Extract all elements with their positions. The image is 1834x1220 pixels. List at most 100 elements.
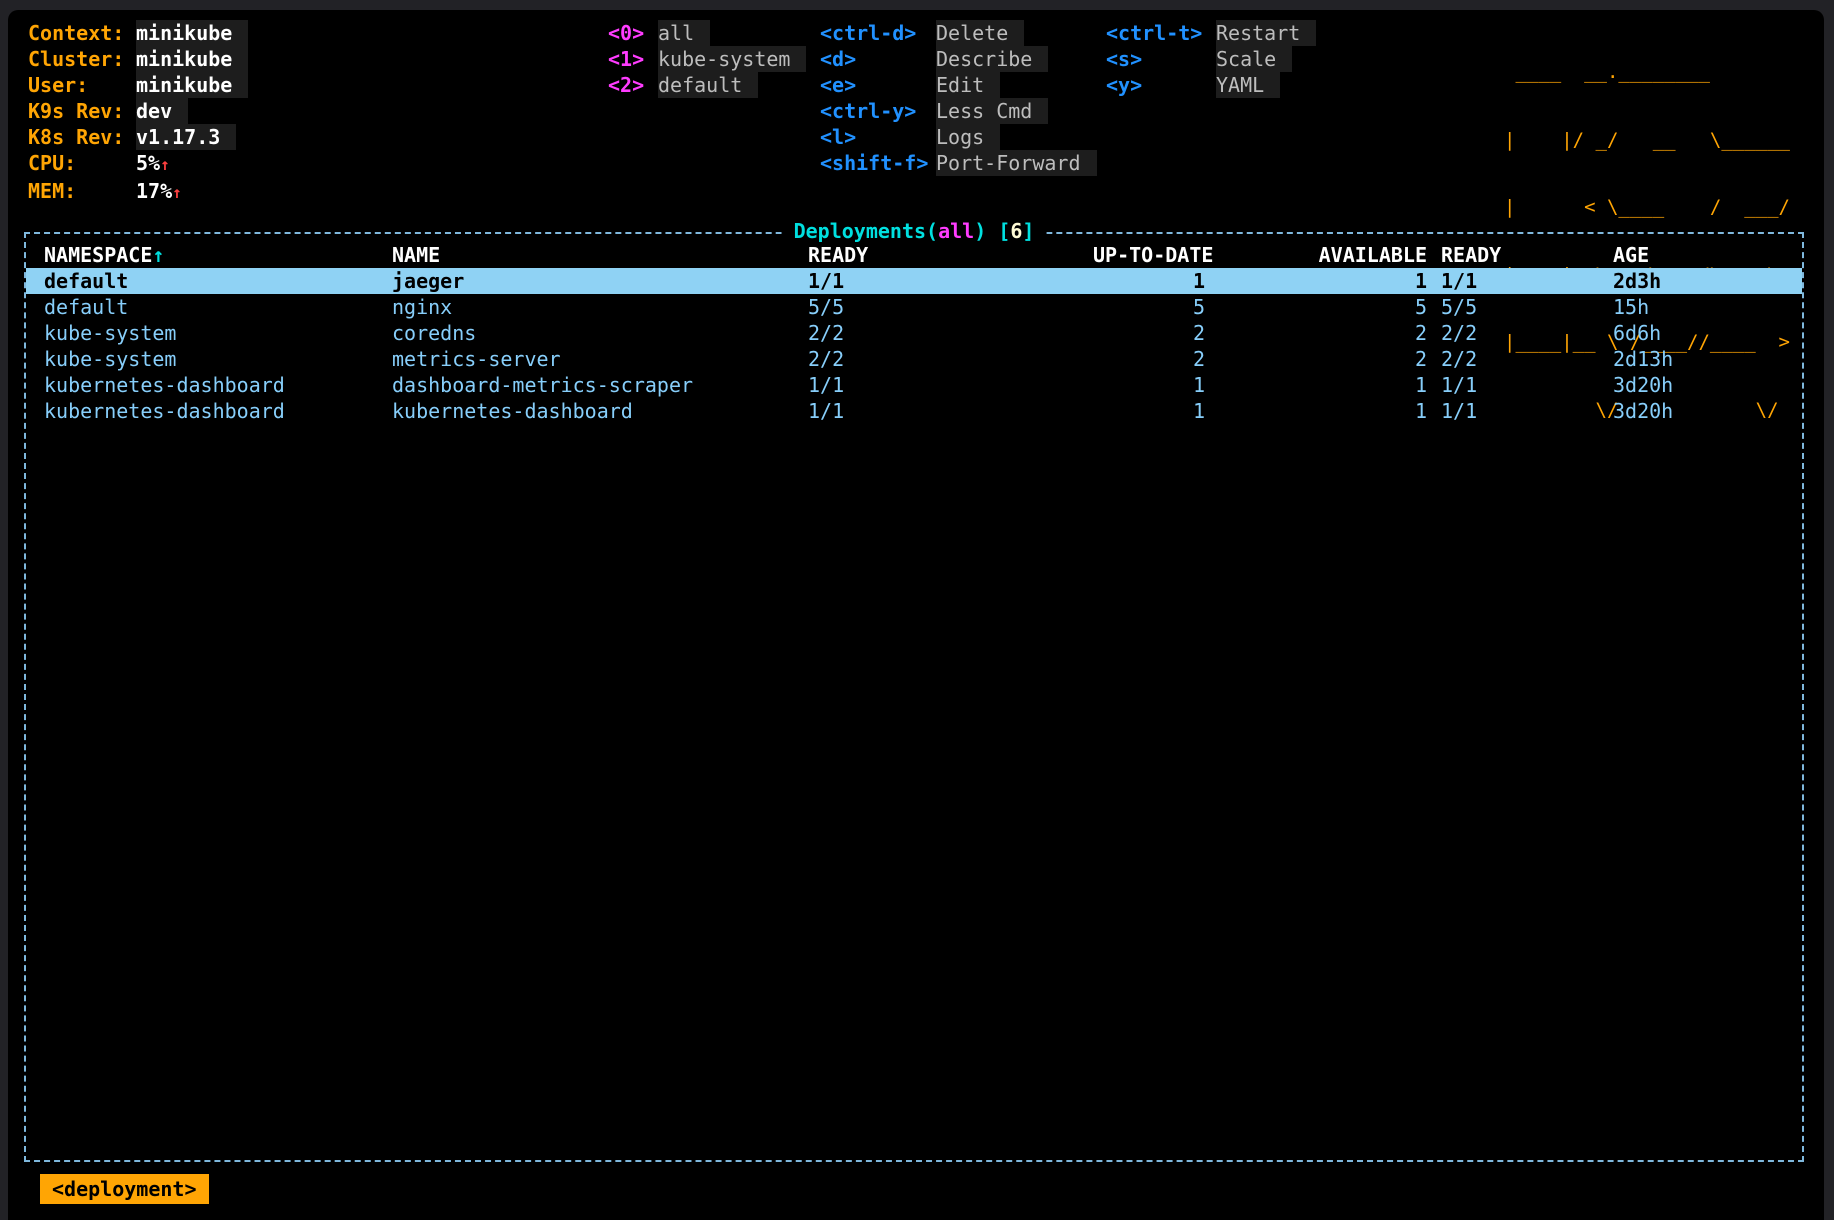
hotkey-label: Scale [1216,46,1293,72]
hotkey-restart[interactable]: <ctrl-t> Restart [1106,20,1317,46]
header-namespace[interactable]: NAMESPACE↑ [44,243,165,267]
hotkey-namespace-default[interactable]: <2> default [608,72,806,98]
panel-title-count: 6 [1010,219,1023,243]
user-value: minikube [136,72,249,98]
hotkey-less-cmd[interactable]: <ctrl-y> Less Cmd [820,98,1097,124]
hotkey-key: <ctrl-t> [1106,21,1203,45]
info-row-user: User: minikube [28,72,249,98]
cpu-value: 5% [136,151,161,175]
context-label: Context: [28,21,125,45]
user-label: User: [28,73,89,97]
hotkey-delete[interactable]: <ctrl-d> Delete [820,20,1097,46]
breadcrumb-deployment[interactable]: <deployment> [40,1174,209,1204]
hotkey-key: <2> [608,73,645,97]
cell-ready-2: 1/1 [1441,269,1478,293]
hotkey-yaml[interactable]: <y> YAML [1106,72,1316,98]
cpu-label: CPU: [28,151,77,175]
hotkey-key: <l> [820,125,857,149]
cell-available: 1 [1414,373,1427,397]
cell-up-to-date: 1 [1192,373,1205,397]
info-row-cpu: CPU: 5%↑ [28,150,248,178]
panel-title-namespace: all [938,219,975,243]
namespace-hotkeys-menu: <0> all <1> kube-system <2> default [608,20,807,98]
cell-up-to-date: 2 [1192,347,1205,371]
hotkey-label: all [658,20,711,46]
cell-available: 2 [1414,347,1427,371]
cluster-label: Cluster: [28,47,125,71]
table-row[interactable]: kubernetes-dashboard dashboard-metrics-s… [26,372,1802,398]
header-ready[interactable]: READY [808,243,869,267]
hotkey-label: Describe [936,46,1049,72]
cell-available: 1 [1414,399,1427,423]
hotkey-label: Edit [936,72,1001,98]
cell-age: 3d20h [1613,373,1674,397]
sort-ascending-icon: ↑ [152,243,165,267]
cell-up-to-date: 2 [1192,321,1205,345]
cell-available: 1 [1414,269,1427,293]
k9s-rev-label: K9s Rev: [28,99,125,123]
cell-ready-2: 2/2 [1441,321,1478,345]
cell-age: 6d6h [1613,321,1662,345]
cell-age: 15h [1613,295,1650,319]
hotkey-label: Less Cmd [936,98,1049,124]
hotkey-describe[interactable]: <d> Describe [820,46,1097,72]
cell-namespace: kubernetes-dashboard [44,373,285,397]
cell-up-to-date: 1 [1192,269,1205,293]
mem-value: 17% [136,179,173,203]
hotkey-port-forward[interactable]: <shift-f> Port-Forward [820,150,1097,176]
hotkey-namespace-kube-system[interactable]: <1> kube-system [608,46,807,72]
logo-line: | |/ _/ __ \______ [1504,128,1790,151]
hotkey-logs[interactable]: <l> Logs [820,124,1097,150]
hotkey-label: Restart [1216,20,1317,46]
k8s-rev-label: K8s Rev: [28,125,125,149]
table-row[interactable]: kube-system metrics-server 2/2 2 2 2/2 2… [26,346,1802,372]
cell-ready: 5/5 [808,295,845,319]
info-row-mem: MEM: 17%↑ [28,178,248,206]
table-header-row: NAMESPACE↑ NAME READY UP-TO-DATE AVAILAB… [26,242,1802,268]
deployments-table: NAMESPACE↑ NAME READY UP-TO-DATE AVAILAB… [26,242,1802,424]
action-hotkeys-column-2: <ctrl-t> Restart <s> Scale <y> YAML [1106,20,1317,98]
logo-line: ____ __.________ [1504,61,1790,83]
hotkey-key: <s> [1106,47,1143,71]
table-row[interactable]: default jaeger 1/1 1 1 1/1 2d3h [26,268,1802,294]
table-row[interactable]: kubernetes-dashboard kubernetes-dashboar… [26,398,1802,424]
cell-ready-2: 1/1 [1441,399,1478,423]
header-up-to-date[interactable]: UP-TO-DATE [1093,243,1214,267]
hotkey-label: Logs [936,124,1001,150]
cell-ready: 1/1 [808,373,845,397]
info-row-k9s-rev: K9s Rev: dev [28,98,248,124]
cell-name: coredns [392,321,477,345]
hotkey-edit[interactable]: <e> Edit [820,72,1097,98]
header-ready-2[interactable]: READY [1441,243,1502,267]
hotkey-namespace-all[interactable]: <0> all [608,20,806,46]
mem-trend-up-icon: ↑ [172,183,182,202]
header-age[interactable]: AGE [1613,243,1650,267]
hotkey-key: <shift-f> [820,151,929,175]
mem-label: MEM: [28,179,77,203]
panel-title-paren: ( [926,219,939,243]
hotkey-label: YAML [1216,72,1281,98]
logo-line: | < \____ / ___/ [1504,196,1790,218]
cell-name: dashboard-metrics-scraper [392,373,694,397]
cell-ready: 1/1 [808,399,845,423]
k9s-terminal: Context: minikube Cluster: minikube User… [8,10,1824,1220]
header-available[interactable]: AVAILABLE [1318,243,1427,267]
table-row[interactable]: kube-system coredns 2/2 2 2 2/2 6d6h [26,320,1802,346]
cell-name: jaeger [392,269,465,293]
info-row-cluster: Cluster: minikube [28,46,249,72]
cell-namespace: kube-system [44,347,177,371]
cell-namespace: kubernetes-dashboard [44,399,285,423]
cell-namespace: kube-system [44,321,177,345]
table-row[interactable]: default nginx 5/5 5 5 5/5 15h [26,294,1802,320]
cell-up-to-date: 5 [1192,295,1205,319]
hotkey-scale[interactable]: <s> Scale [1106,46,1316,72]
k8s-rev-value: v1.17.3 [136,124,237,150]
header-name[interactable]: NAME [392,243,441,267]
context-value: minikube [136,20,249,46]
cluster-info-panel: Context: minikube Cluster: minikube User… [28,20,249,206]
cell-name: metrics-server [392,347,561,371]
panel-title-resource: Deployments [793,219,927,243]
k9s-rev-value: dev [136,98,189,124]
panel-title-paren: ) [974,219,999,243]
hotkey-key: <0> [608,21,645,45]
